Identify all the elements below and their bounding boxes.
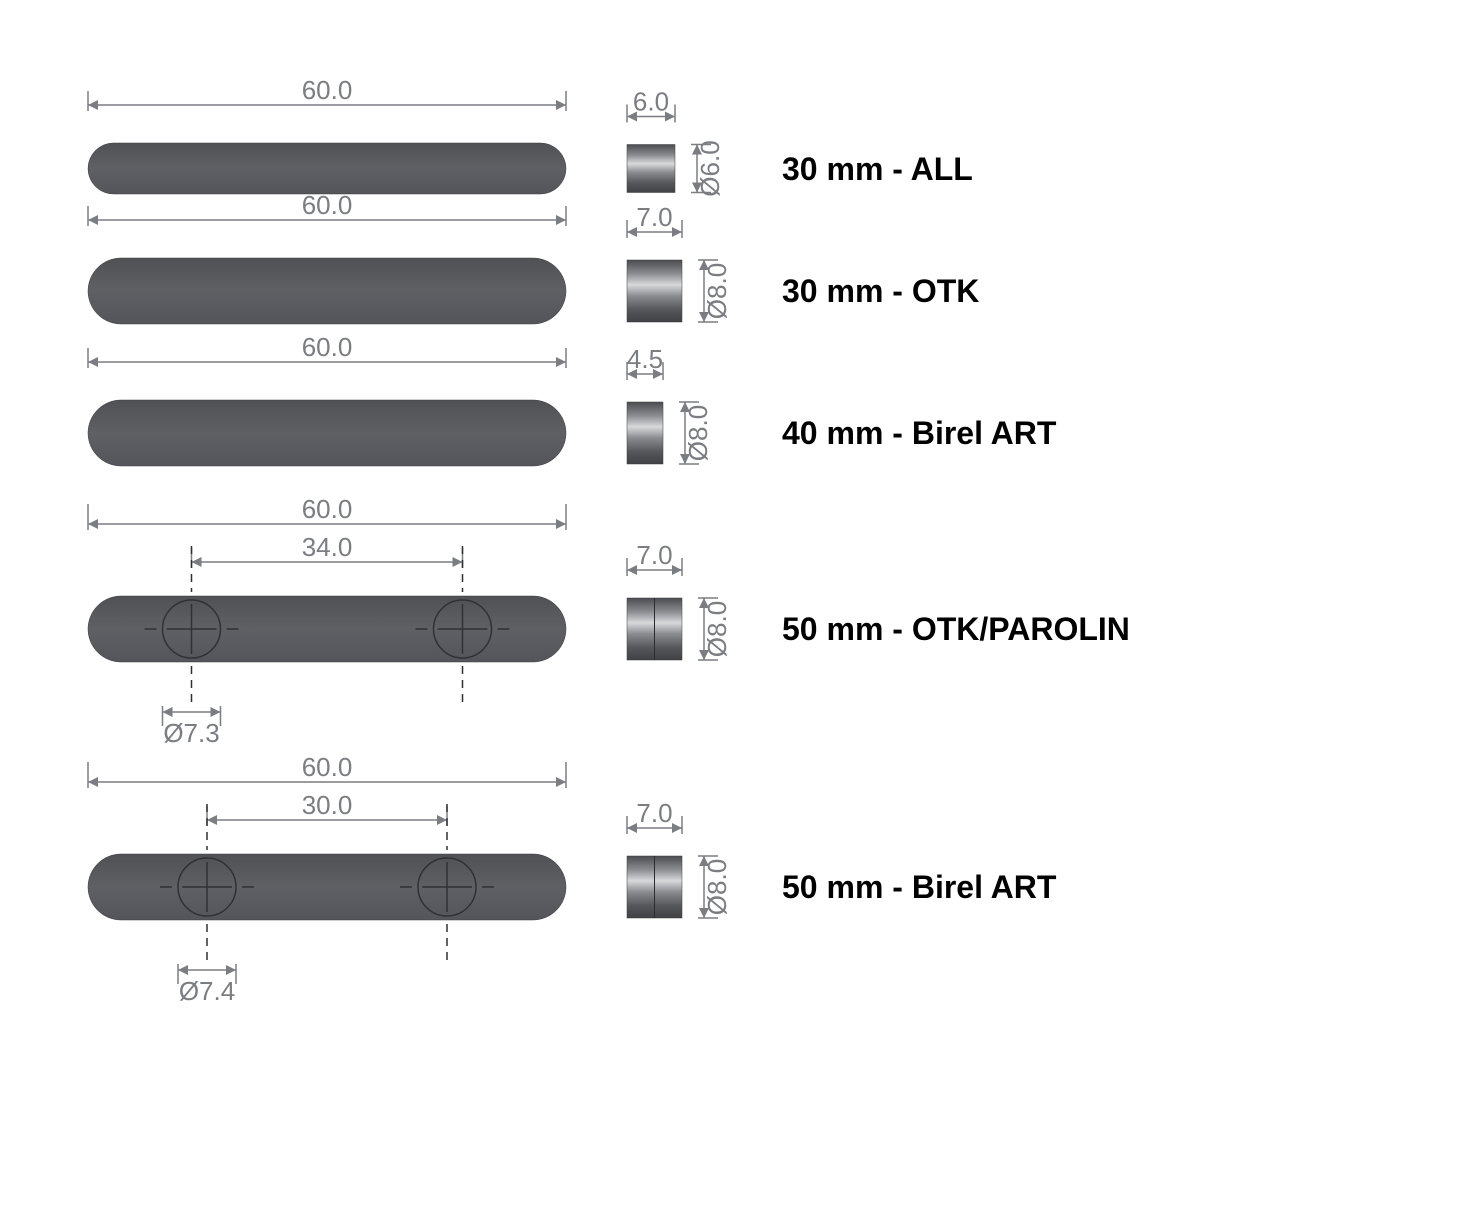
desc-label-r2: 30 mm - OTK bbox=[782, 273, 979, 310]
part-row-r3: 60.0 4.5 Ø8.0 bbox=[88, 332, 713, 466]
svg-text:Ø8.0: Ø8.0 bbox=[702, 601, 732, 657]
front-view-bar bbox=[88, 258, 566, 324]
svg-text:Ø6.0: Ø6.0 bbox=[695, 140, 725, 196]
technical-drawing-svg: 60.0 6.0 Ø6.0 60.0 7.0 Ø8.0 60.0 4.5 Ø8.0 60.0 34.… bbox=[0, 0, 1472, 1210]
svg-text:7.0: 7.0 bbox=[636, 540, 672, 570]
svg-text:60.0: 60.0 bbox=[302, 75, 353, 105]
svg-text:60.0: 60.0 bbox=[302, 332, 353, 362]
desc-label-r3: 40 mm - Birel ART bbox=[782, 415, 1056, 452]
part-row-r4: 60.0 34.0 Ø7.3 7.0 Ø8.0 bbox=[88, 494, 732, 748]
desc-label-r4: 50 mm - OTK/PAROLIN bbox=[782, 611, 1130, 648]
front-view-bar bbox=[88, 596, 566, 662]
front-view-bar bbox=[88, 400, 566, 466]
side-view-block bbox=[627, 260, 682, 322]
svg-text:4.5: 4.5 bbox=[627, 344, 663, 374]
svg-text:Ø8.0: Ø8.0 bbox=[702, 859, 732, 915]
svg-text:Ø7.4: Ø7.4 bbox=[179, 976, 235, 1006]
desc-label-r1: 30 mm - ALL bbox=[782, 151, 973, 188]
svg-text:60.0: 60.0 bbox=[302, 752, 353, 782]
svg-text:34.0: 34.0 bbox=[302, 532, 353, 562]
svg-text:30.0: 30.0 bbox=[302, 790, 353, 820]
part-row-r1: 60.0 6.0 Ø6.0 bbox=[88, 75, 725, 197]
svg-text:7.0: 7.0 bbox=[636, 798, 672, 828]
front-view-bar bbox=[88, 854, 566, 920]
part-row-r5: 60.0 30.0 Ø7.4 7.0 Ø8.0 bbox=[88, 752, 732, 1006]
side-view-block bbox=[627, 145, 675, 193]
desc-label-r5: 50 mm - Birel ART bbox=[782, 869, 1056, 906]
side-view-block bbox=[627, 402, 663, 464]
front-view-bar bbox=[88, 143, 566, 194]
svg-text:60.0: 60.0 bbox=[302, 190, 353, 220]
part-row-r2: 60.0 7.0 Ø8.0 bbox=[88, 190, 732, 324]
svg-text:6.0: 6.0 bbox=[633, 87, 669, 117]
svg-text:7.0: 7.0 bbox=[636, 202, 672, 232]
svg-text:Ø8.0: Ø8.0 bbox=[683, 405, 713, 461]
svg-text:Ø8.0: Ø8.0 bbox=[702, 263, 732, 319]
svg-text:60.0: 60.0 bbox=[302, 494, 353, 524]
svg-text:Ø7.3: Ø7.3 bbox=[163, 718, 219, 748]
